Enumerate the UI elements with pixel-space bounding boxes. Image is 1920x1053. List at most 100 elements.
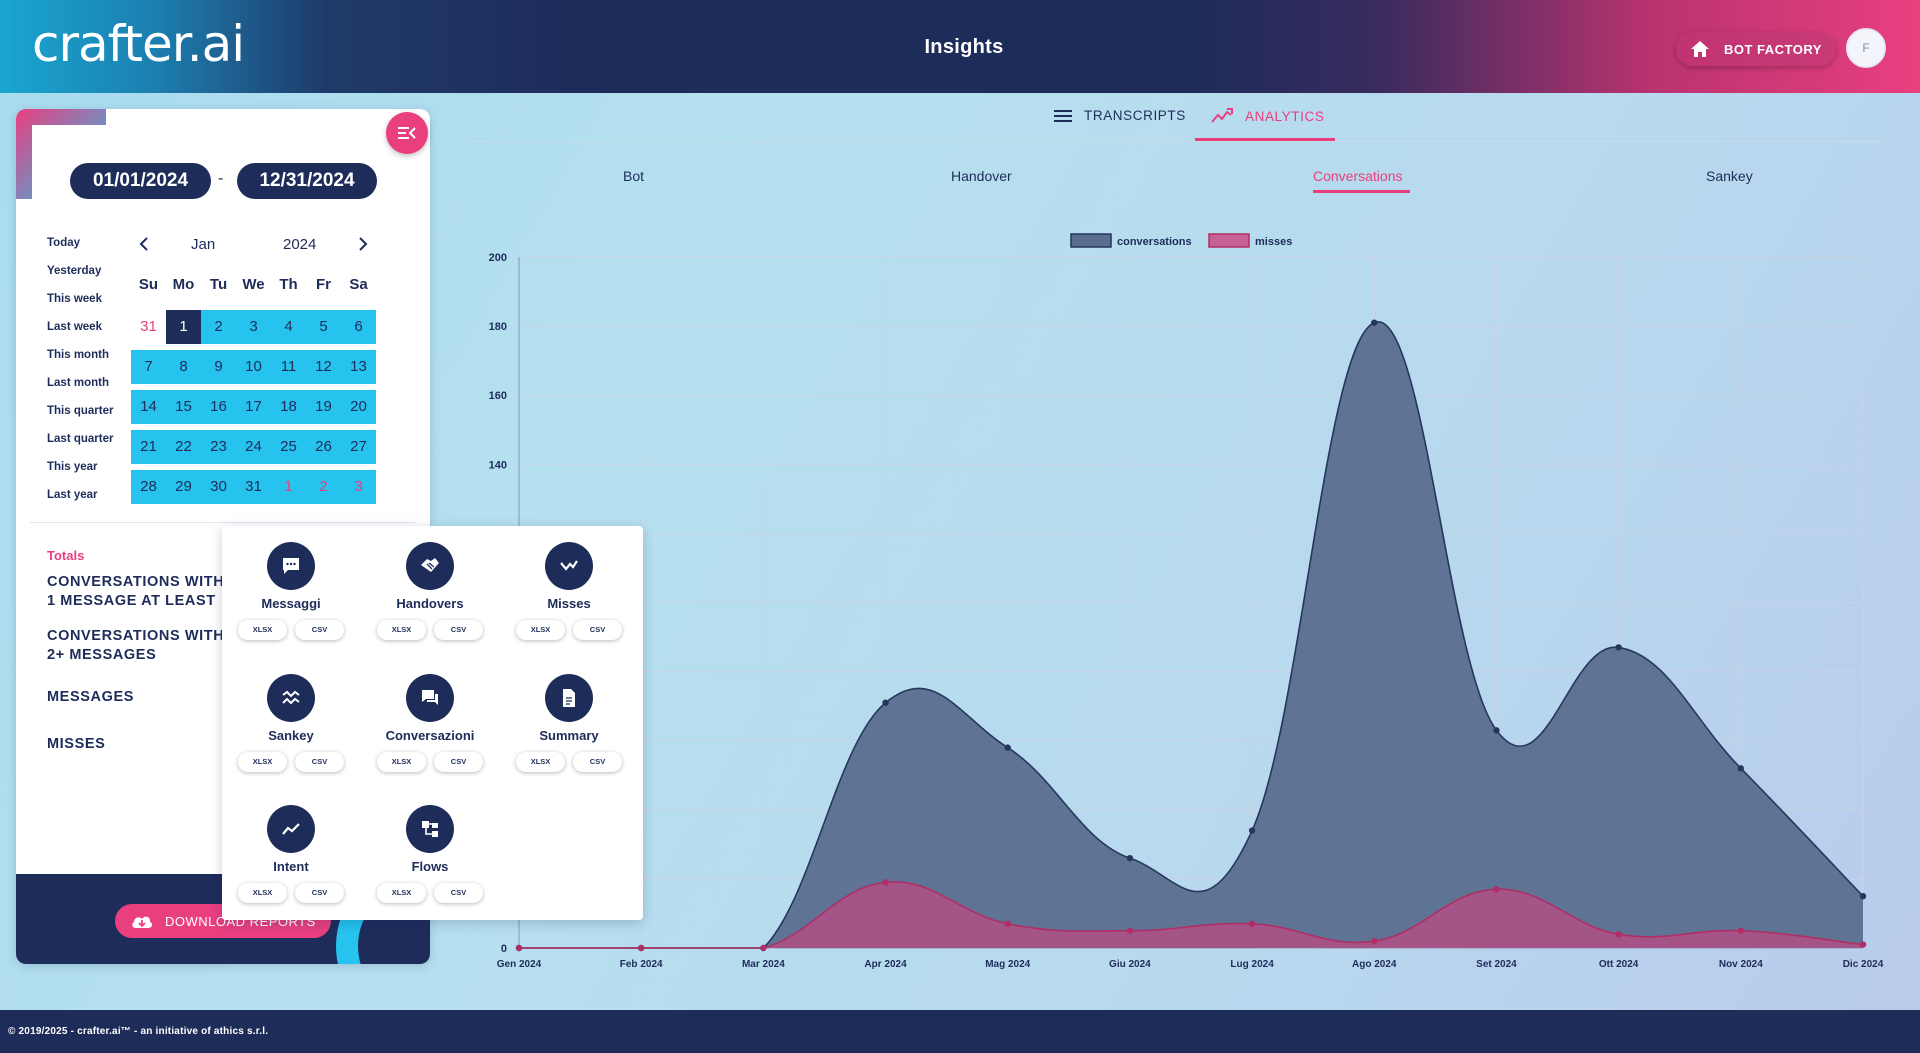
data-point-misses bbox=[1126, 927, 1134, 934]
calendar-day[interactable]: 2 bbox=[306, 470, 341, 504]
xlsx-button[interactable]: XLSX bbox=[238, 620, 287, 640]
calendar-day[interactable]: 21 bbox=[131, 430, 166, 464]
calendar-day[interactable]: 12 bbox=[306, 350, 341, 384]
calendar-day[interactable]: 15 bbox=[166, 390, 201, 424]
xlsx-button[interactable]: XLSX bbox=[377, 620, 426, 640]
subtab-sankey[interactable]: Sankey bbox=[1706, 168, 1753, 184]
tab-transcripts[interactable]: TRANSCRIPTS bbox=[1054, 108, 1186, 123]
weekday-label: We bbox=[242, 276, 265, 293]
calendar-day[interactable]: 31 bbox=[140, 318, 157, 335]
calendar-day[interactable]: 30 bbox=[201, 470, 236, 504]
range-last-year[interactable]: Last year bbox=[47, 489, 98, 501]
calendar-day[interactable]: 29 bbox=[166, 470, 201, 504]
calendar-day[interactable]: 10 bbox=[236, 350, 271, 384]
calendar-day[interactable]: 3 bbox=[341, 470, 376, 504]
calendar-day[interactable]: 6 bbox=[341, 310, 376, 344]
calendar-day[interactable]: 14 bbox=[131, 390, 166, 424]
data-point-conversations bbox=[1737, 765, 1745, 772]
calendar-week: 7 8 9 10 11 12 13 bbox=[131, 350, 376, 390]
report-intent: Intent XLSX CSV bbox=[222, 805, 360, 903]
subtab-conversations[interactable]: Conversations bbox=[1313, 168, 1403, 184]
csv-button[interactable]: CSV bbox=[573, 752, 622, 772]
csv-button[interactable]: CSV bbox=[434, 620, 483, 640]
calendar-month[interactable]: Jan bbox=[191, 236, 216, 253]
calendar-year[interactable]: 2024 bbox=[283, 236, 317, 253]
xlsx-button[interactable]: XLSX bbox=[516, 620, 565, 640]
data-point-conversations bbox=[1004, 744, 1011, 751]
data-point-conversations bbox=[1615, 644, 1622, 651]
prev-month-icon[interactable] bbox=[136, 235, 152, 253]
calendar-day[interactable]: 2 bbox=[201, 310, 236, 344]
calendar-day[interactable]: 17 bbox=[236, 390, 271, 424]
weekday-label: Su bbox=[138, 276, 159, 293]
menu-collapse-icon bbox=[398, 127, 416, 139]
calendar-day[interactable]: 27 bbox=[341, 430, 376, 464]
calendar-day[interactable]: 28 bbox=[131, 470, 166, 504]
app-header: crafter.ai Insights BOT FACTORY F bbox=[0, 0, 1920, 93]
range-this-week[interactable]: This week bbox=[47, 293, 102, 305]
crafter-logo[interactable]: crafter.ai bbox=[32, 15, 245, 73]
xlsx-button[interactable]: XLSX bbox=[377, 883, 426, 903]
data-point-conversations bbox=[1371, 319, 1378, 326]
calendar-day[interactable]: 31 bbox=[236, 470, 271, 504]
csv-button[interactable]: CSV bbox=[295, 620, 344, 640]
data-point-misses bbox=[1737, 927, 1745, 934]
tab-analytics[interactable]: ANALYTICS bbox=[1211, 108, 1324, 124]
range-last-quarter[interactable]: Last quarter bbox=[47, 433, 114, 445]
chat-icon bbox=[406, 674, 454, 722]
data-point-misses bbox=[1371, 937, 1378, 945]
calendar-day[interactable]: 13 bbox=[341, 350, 376, 384]
calendar-day[interactable]: 20 bbox=[341, 390, 376, 424]
range-yesterday[interactable]: Yesterday bbox=[47, 265, 102, 277]
bot-factory-button[interactable]: BOT FACTORY bbox=[1676, 32, 1836, 66]
calendar-day[interactable]: 7 bbox=[131, 350, 166, 384]
page-title: Insights bbox=[924, 36, 1004, 58]
calendar-day[interactable]: 22 bbox=[166, 430, 201, 464]
calendar-day[interactable]: 3 bbox=[236, 310, 271, 344]
x-tick-label: Nov 2024 bbox=[1719, 959, 1763, 970]
calendar-day[interactable]: 11 bbox=[271, 350, 306, 384]
calendar-day[interactable]: 23 bbox=[201, 430, 236, 464]
tab-analytics-label: ANALYTICS bbox=[1245, 108, 1325, 124]
csv-button[interactable]: CSV bbox=[295, 883, 344, 903]
csv-button[interactable]: CSV bbox=[434, 883, 483, 903]
range-this-quarter[interactable]: This quarter bbox=[47, 405, 114, 417]
calendar-day[interactable]: 4 bbox=[271, 310, 306, 344]
x-tick-label: Apr 2024 bbox=[864, 959, 907, 970]
start-date[interactable]: 01/01/2024 bbox=[70, 163, 211, 199]
y-tick-label: 160 bbox=[489, 390, 507, 402]
user-avatar[interactable]: F bbox=[1846, 28, 1886, 68]
report-flows: Flows XLSX CSV bbox=[361, 805, 499, 903]
xlsx-button[interactable]: XLSX bbox=[238, 883, 287, 903]
calendar-day-selected[interactable]: 1 bbox=[166, 310, 201, 344]
calendar-day[interactable]: 25 bbox=[271, 430, 306, 464]
xlsx-button[interactable]: XLSX bbox=[238, 752, 287, 772]
xlsx-button[interactable]: XLSX bbox=[377, 752, 426, 772]
end-date[interactable]: 12/31/2024 bbox=[237, 163, 377, 199]
range-this-month[interactable]: This month bbox=[47, 349, 109, 361]
calendar-day[interactable]: 8 bbox=[166, 350, 201, 384]
calendar-day[interactable]: 26 bbox=[306, 430, 341, 464]
xlsx-button[interactable]: XLSX bbox=[516, 752, 565, 772]
calendar-day[interactable]: 19 bbox=[306, 390, 341, 424]
collapse-panel-button[interactable] bbox=[386, 112, 428, 154]
calendar-day[interactable]: 18 bbox=[271, 390, 306, 424]
csv-button[interactable]: CSV bbox=[573, 620, 622, 640]
calendar-day[interactable]: 5 bbox=[306, 310, 341, 344]
subtab-handover[interactable]: Handover bbox=[951, 168, 1012, 184]
range-last-month[interactable]: Last month bbox=[47, 377, 109, 389]
subtab-bot[interactable]: Bot bbox=[623, 168, 645, 184]
range-today[interactable]: Today bbox=[47, 237, 81, 249]
csv-button[interactable]: CSV bbox=[295, 752, 344, 772]
calendar-day[interactable]: 16 bbox=[201, 390, 236, 424]
range-last-week[interactable]: Last week bbox=[47, 321, 102, 333]
csv-button[interactable]: CSV bbox=[434, 752, 483, 772]
range-this-year[interactable]: This year bbox=[47, 461, 98, 473]
calendar-day[interactable]: 1 bbox=[271, 470, 306, 504]
calendar-day[interactable]: 9 bbox=[201, 350, 236, 384]
report-label: Messaggi bbox=[261, 596, 321, 611]
next-month-icon[interactable] bbox=[355, 235, 371, 253]
calendar-day[interactable]: 24 bbox=[236, 430, 271, 464]
data-point-conversations bbox=[1493, 727, 1500, 734]
cloud-download-icon bbox=[132, 916, 153, 928]
